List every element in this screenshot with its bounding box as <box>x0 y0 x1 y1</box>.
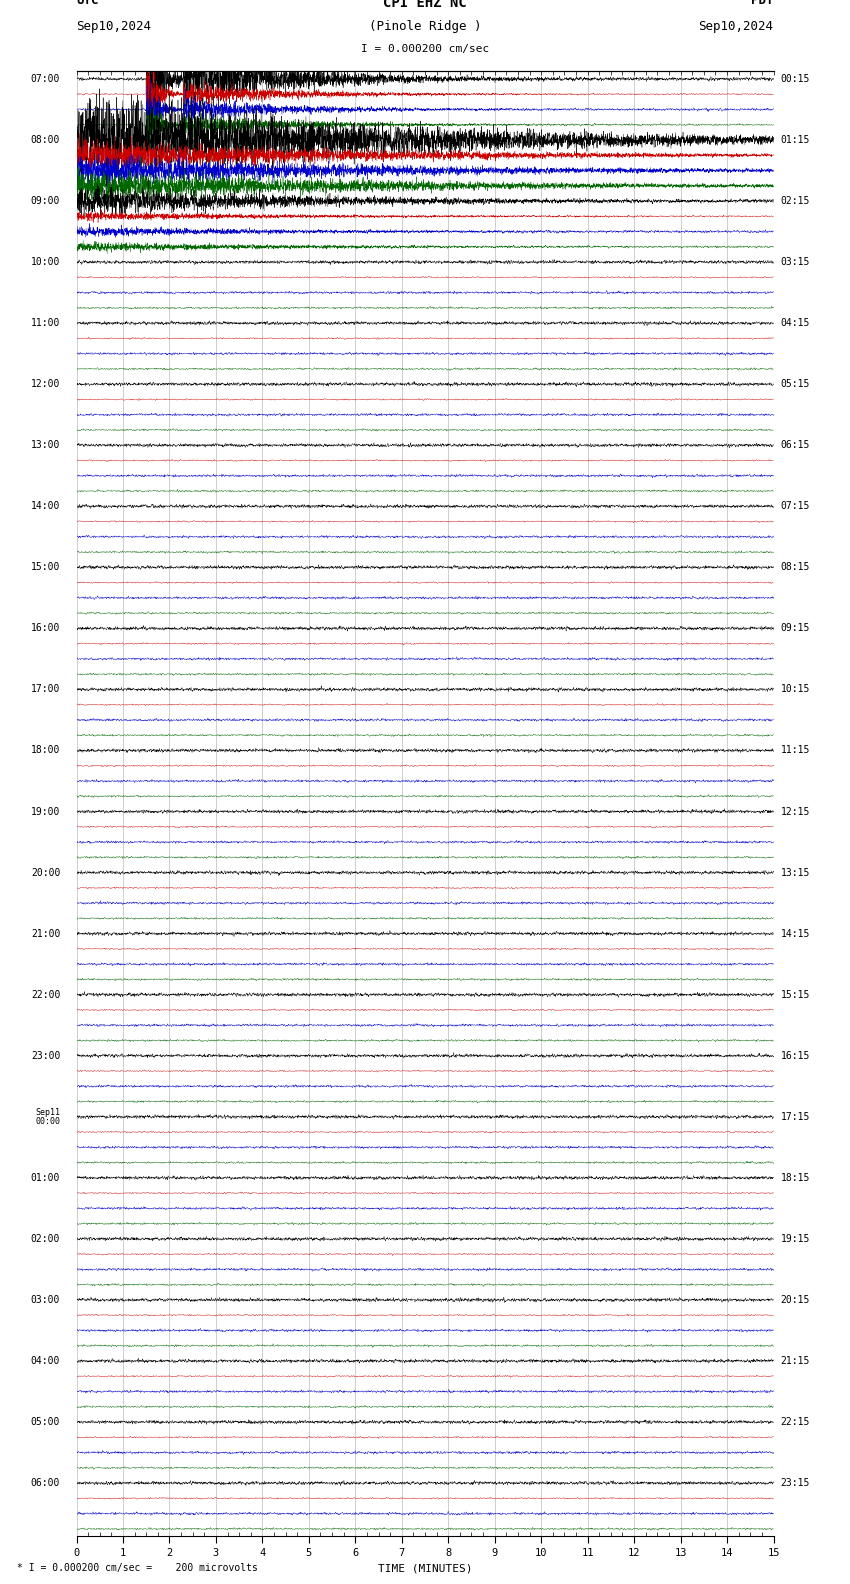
Text: 20:15: 20:15 <box>780 1294 810 1305</box>
Text: UTC: UTC <box>76 0 99 6</box>
Text: 21:15: 21:15 <box>780 1356 810 1365</box>
Text: * I = 0.000200 cm/sec =    200 microvolts: * I = 0.000200 cm/sec = 200 microvolts <box>17 1563 258 1573</box>
Text: 06:00: 06:00 <box>31 1478 60 1487</box>
Text: 22:15: 22:15 <box>780 1418 810 1427</box>
Text: 17:00: 17:00 <box>31 684 60 694</box>
Text: (Pinole Ridge ): (Pinole Ridge ) <box>369 21 481 33</box>
Text: 19:00: 19:00 <box>31 806 60 816</box>
Text: 11:00: 11:00 <box>31 318 60 328</box>
Text: 07:00: 07:00 <box>31 74 60 84</box>
Text: 19:15: 19:15 <box>780 1234 810 1243</box>
Text: 04:15: 04:15 <box>780 318 810 328</box>
Text: 16:15: 16:15 <box>780 1050 810 1061</box>
Text: 14:00: 14:00 <box>31 501 60 512</box>
Text: 01:15: 01:15 <box>780 135 810 146</box>
Text: Sep10,2024: Sep10,2024 <box>699 21 774 33</box>
Text: I = 0.000200 cm/sec: I = 0.000200 cm/sec <box>361 44 489 54</box>
Text: 07:15: 07:15 <box>780 501 810 512</box>
Text: 03:00: 03:00 <box>31 1294 60 1305</box>
Text: 10:15: 10:15 <box>780 684 810 694</box>
Text: 17:15: 17:15 <box>780 1112 810 1121</box>
Text: 08:00: 08:00 <box>31 135 60 146</box>
Text: 18:15: 18:15 <box>780 1172 810 1183</box>
Text: 23:00: 23:00 <box>31 1050 60 1061</box>
Text: 11:15: 11:15 <box>780 746 810 756</box>
Text: 15:00: 15:00 <box>31 562 60 572</box>
Text: 04:00: 04:00 <box>31 1356 60 1365</box>
Text: 05:00: 05:00 <box>31 1418 60 1427</box>
Text: 03:15: 03:15 <box>780 257 810 268</box>
Text: 22:00: 22:00 <box>31 990 60 1000</box>
Text: 09:00: 09:00 <box>31 196 60 206</box>
Text: 13:15: 13:15 <box>780 868 810 878</box>
Text: 12:00: 12:00 <box>31 379 60 390</box>
Text: PDT: PDT <box>751 0 774 6</box>
Text: 15:15: 15:15 <box>780 990 810 1000</box>
Text: 08:15: 08:15 <box>780 562 810 572</box>
Text: 02:00: 02:00 <box>31 1234 60 1243</box>
Text: Sep10,2024: Sep10,2024 <box>76 21 151 33</box>
Text: 12:15: 12:15 <box>780 806 810 816</box>
Text: CPI EHZ NC: CPI EHZ NC <box>383 0 467 10</box>
Text: 09:15: 09:15 <box>780 624 810 634</box>
Text: 02:15: 02:15 <box>780 196 810 206</box>
X-axis label: TIME (MINUTES): TIME (MINUTES) <box>377 1563 473 1574</box>
Text: 16:00: 16:00 <box>31 624 60 634</box>
Text: 20:00: 20:00 <box>31 868 60 878</box>
Text: 13:00: 13:00 <box>31 440 60 450</box>
Text: 10:00: 10:00 <box>31 257 60 268</box>
Text: 18:00: 18:00 <box>31 746 60 756</box>
Text: 06:15: 06:15 <box>780 440 810 450</box>
Text: 05:15: 05:15 <box>780 379 810 390</box>
Text: 14:15: 14:15 <box>780 928 810 939</box>
Text: 00:15: 00:15 <box>780 74 810 84</box>
Text: 21:00: 21:00 <box>31 928 60 939</box>
Text: Sep11: Sep11 <box>35 1107 60 1117</box>
Text: 01:00: 01:00 <box>31 1172 60 1183</box>
Text: 00:00: 00:00 <box>35 1117 60 1126</box>
Text: 23:15: 23:15 <box>780 1478 810 1487</box>
